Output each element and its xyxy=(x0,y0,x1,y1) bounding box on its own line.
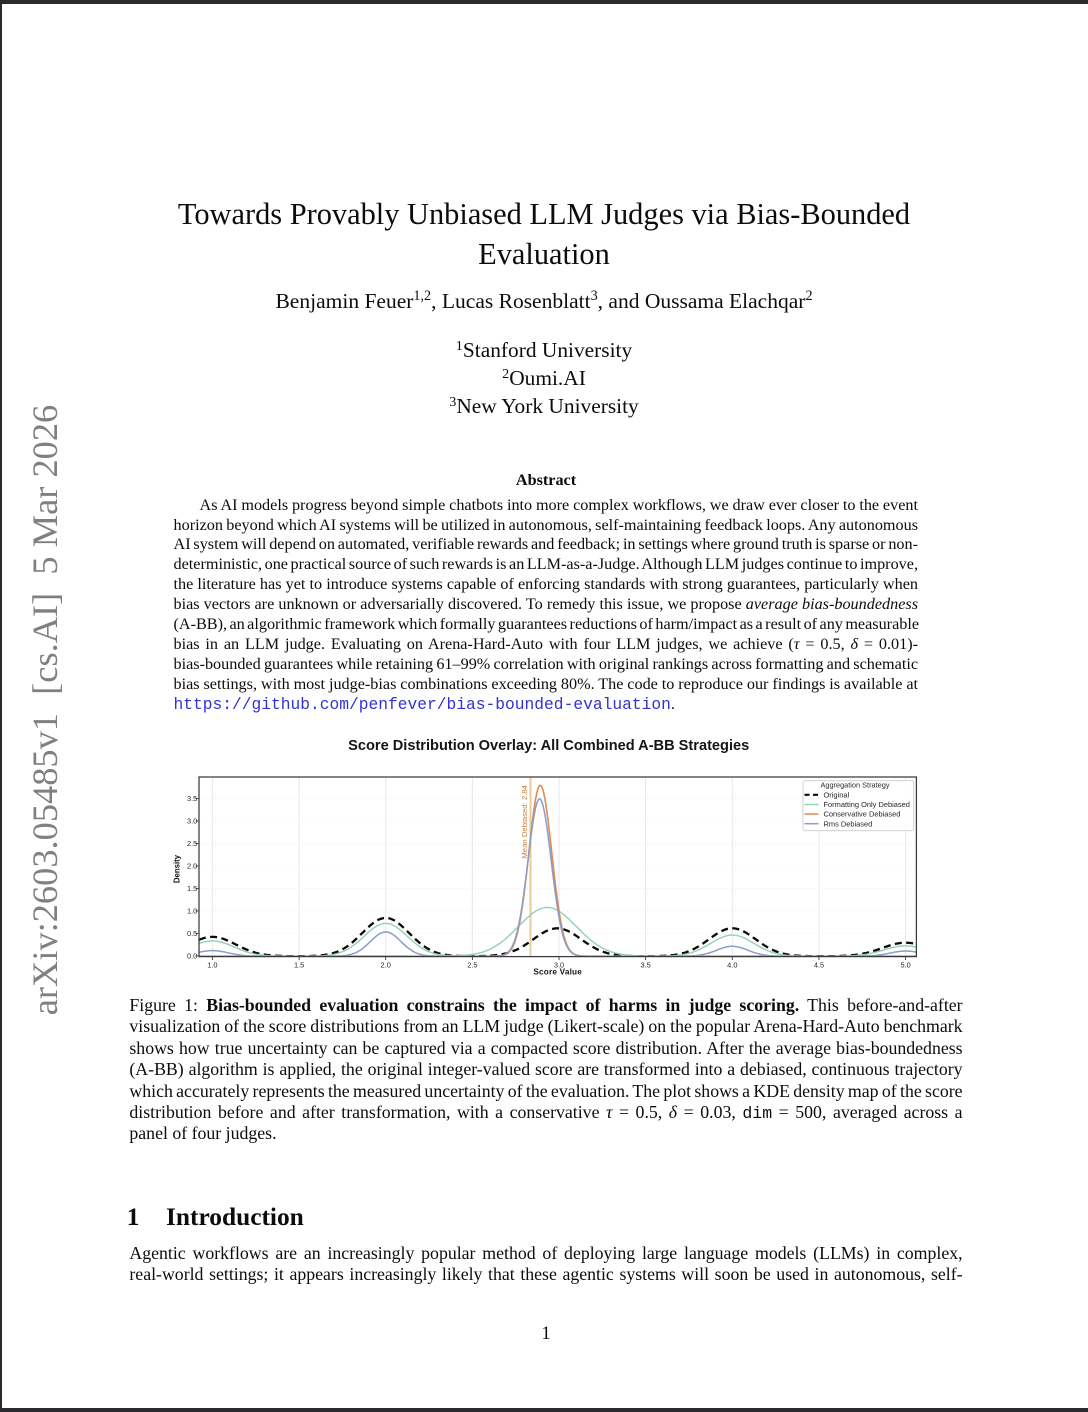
svg-text:Conservative Debiased: Conservative Debiased xyxy=(824,810,901,819)
svg-text:4.5: 4.5 xyxy=(814,961,824,970)
svg-text:Formatting Only Debiased: Formatting Only Debiased xyxy=(824,800,910,809)
svg-text:2.5: 2.5 xyxy=(467,961,477,970)
svg-text:Density: Density xyxy=(173,854,182,883)
svg-text:Mean Debiased: 2.84: Mean Debiased: 2.84 xyxy=(520,784,529,858)
svg-text:2.0: 2.0 xyxy=(381,961,391,970)
svg-text:3.0: 3.0 xyxy=(554,961,564,970)
svg-text:3.0: 3.0 xyxy=(187,817,197,826)
svg-text:Score Value: Score Value xyxy=(533,968,582,977)
svg-text:0.0: 0.0 xyxy=(187,952,197,961)
svg-text:1.0: 1.0 xyxy=(207,961,217,970)
svg-text:5.0: 5.0 xyxy=(900,961,910,970)
svg-text:1.0: 1.0 xyxy=(187,907,197,916)
svg-text:3.5: 3.5 xyxy=(187,794,197,803)
svg-text:1.5: 1.5 xyxy=(187,884,197,893)
svg-text:2.0: 2.0 xyxy=(187,862,197,871)
svg-text:0.5: 0.5 xyxy=(187,929,197,938)
svg-text:2.5: 2.5 xyxy=(187,839,197,848)
svg-text:1.5: 1.5 xyxy=(294,961,304,970)
svg-text:Score Distribution Overlay: Al: Score Distribution Overlay: All Combined… xyxy=(348,738,749,754)
svg-text:3.5: 3.5 xyxy=(640,961,650,970)
svg-text:Rms Debiased: Rms Debiased xyxy=(824,819,873,828)
svg-text:4.0: 4.0 xyxy=(727,961,737,970)
svg-text:Aggregation Strategy: Aggregation Strategy xyxy=(821,780,890,789)
svg-text:Original: Original xyxy=(824,790,850,799)
